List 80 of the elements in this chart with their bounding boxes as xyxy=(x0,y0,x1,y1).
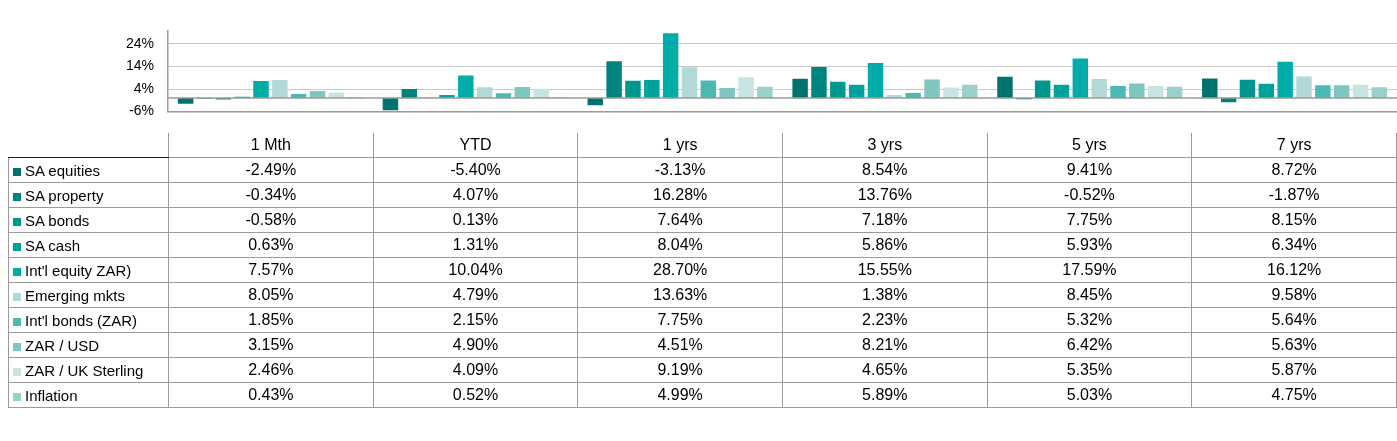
data-label: 7.18% xyxy=(782,207,988,233)
data-label: 5.63% xyxy=(1191,332,1397,358)
x-tick-label: 5 yrs xyxy=(987,133,1192,158)
data-label: 5.35% xyxy=(987,357,1192,383)
data-label: 1.31% xyxy=(373,232,578,258)
x-tick-label: YTD xyxy=(373,133,578,158)
data-label: 16.28% xyxy=(577,182,783,208)
data-label: -5.40% xyxy=(373,157,578,183)
data-label: 5.93% xyxy=(987,232,1192,258)
data-label: 2.23% xyxy=(782,307,988,333)
legend-label: ZAR / USD xyxy=(8,332,169,358)
data-label: 4.79% xyxy=(373,282,578,308)
data-label: 10.04% xyxy=(373,257,578,283)
data-label: -2.49% xyxy=(168,157,374,183)
data-label: 0.63% xyxy=(168,232,374,258)
x-tick-label: 1 yrs xyxy=(577,133,783,158)
data-label: 4.09% xyxy=(373,357,578,383)
data-label: 4.99% xyxy=(577,382,783,408)
legend-label: ZAR / UK Sterling xyxy=(8,357,169,383)
legend-label: SA cash xyxy=(8,232,169,258)
y-tick-label: 14% xyxy=(125,57,154,74)
data-label: 7.75% xyxy=(577,307,783,333)
data-label: 4.75% xyxy=(1191,382,1397,408)
legend-label: SA bonds xyxy=(8,207,169,233)
data-label: -0.58% xyxy=(168,207,374,233)
data-label: 0.52% xyxy=(373,382,578,408)
data-label: 7.64% xyxy=(577,207,783,233)
data-label: 9.41% xyxy=(987,157,1192,183)
x-tick-label: 3 yrs xyxy=(782,133,988,158)
data-label: 6.34% xyxy=(1191,232,1397,258)
data-label: 8.54% xyxy=(782,157,988,183)
data-label: 5.64% xyxy=(1191,307,1397,333)
data-label: 4.07% xyxy=(373,182,578,208)
data-label: -0.52% xyxy=(987,182,1192,208)
data-label: 4.51% xyxy=(577,332,783,358)
data-label: 8.15% xyxy=(1191,207,1397,233)
x-tick-label: 7 yrs xyxy=(1191,133,1397,158)
data-label: 8.05% xyxy=(168,282,374,308)
data-label: 9.58% xyxy=(1191,282,1397,308)
y-tick-label: 4% xyxy=(133,79,154,96)
data-label: 5.03% xyxy=(987,382,1192,408)
data-label: 5.86% xyxy=(782,232,988,258)
data-label: 8.72% xyxy=(1191,157,1397,183)
data-label: 15.55% xyxy=(782,257,988,283)
legend-label: SA property xyxy=(8,182,169,208)
data-label: 2.46% xyxy=(168,357,374,383)
data-label: 17.59% xyxy=(987,257,1192,283)
data-label: 7.75% xyxy=(987,207,1192,233)
data-label: 9.19% xyxy=(577,357,783,383)
data-label: 6.42% xyxy=(987,332,1192,358)
legend-label: Int'l bonds (ZAR) xyxy=(8,307,169,333)
data-label: 8.04% xyxy=(577,232,783,258)
data-label: 8.21% xyxy=(782,332,988,358)
data-label: 3.15% xyxy=(168,332,374,358)
legend-label: Int'l equity ZAR) xyxy=(8,257,169,283)
data-label: 13.76% xyxy=(782,182,988,208)
legend-label: Inflation xyxy=(8,382,169,408)
data-label: 7.57% xyxy=(168,257,374,283)
data-label: 1.38% xyxy=(782,282,988,308)
data-label: 4.65% xyxy=(782,357,988,383)
data-label: 1.85% xyxy=(168,307,374,333)
data-label: -3.13% xyxy=(577,157,783,183)
y-tick-label: -6% xyxy=(129,102,154,119)
data-label: 28.70% xyxy=(577,257,783,283)
y-tick-label: 24% xyxy=(125,34,154,51)
legend-label: SA equities xyxy=(8,157,169,183)
data-label: 0.43% xyxy=(168,382,374,408)
data-label: 8.45% xyxy=(987,282,1192,308)
data-label: 5.32% xyxy=(987,307,1192,333)
legend-label: Emerging mkts xyxy=(8,282,169,308)
data-label: 4.90% xyxy=(373,332,578,358)
data-label: -0.34% xyxy=(168,182,374,208)
x-tick-label: 1 Mth xyxy=(168,133,374,158)
data-label: 5.87% xyxy=(1191,357,1397,383)
data-label: 16.12% xyxy=(1191,257,1397,283)
data-label: -1.87% xyxy=(1191,182,1397,208)
data-label: 5.89% xyxy=(782,382,988,408)
data-label: 0.13% xyxy=(373,207,578,233)
data-label: 13.63% xyxy=(577,282,783,308)
data-label: 2.15% xyxy=(373,307,578,333)
